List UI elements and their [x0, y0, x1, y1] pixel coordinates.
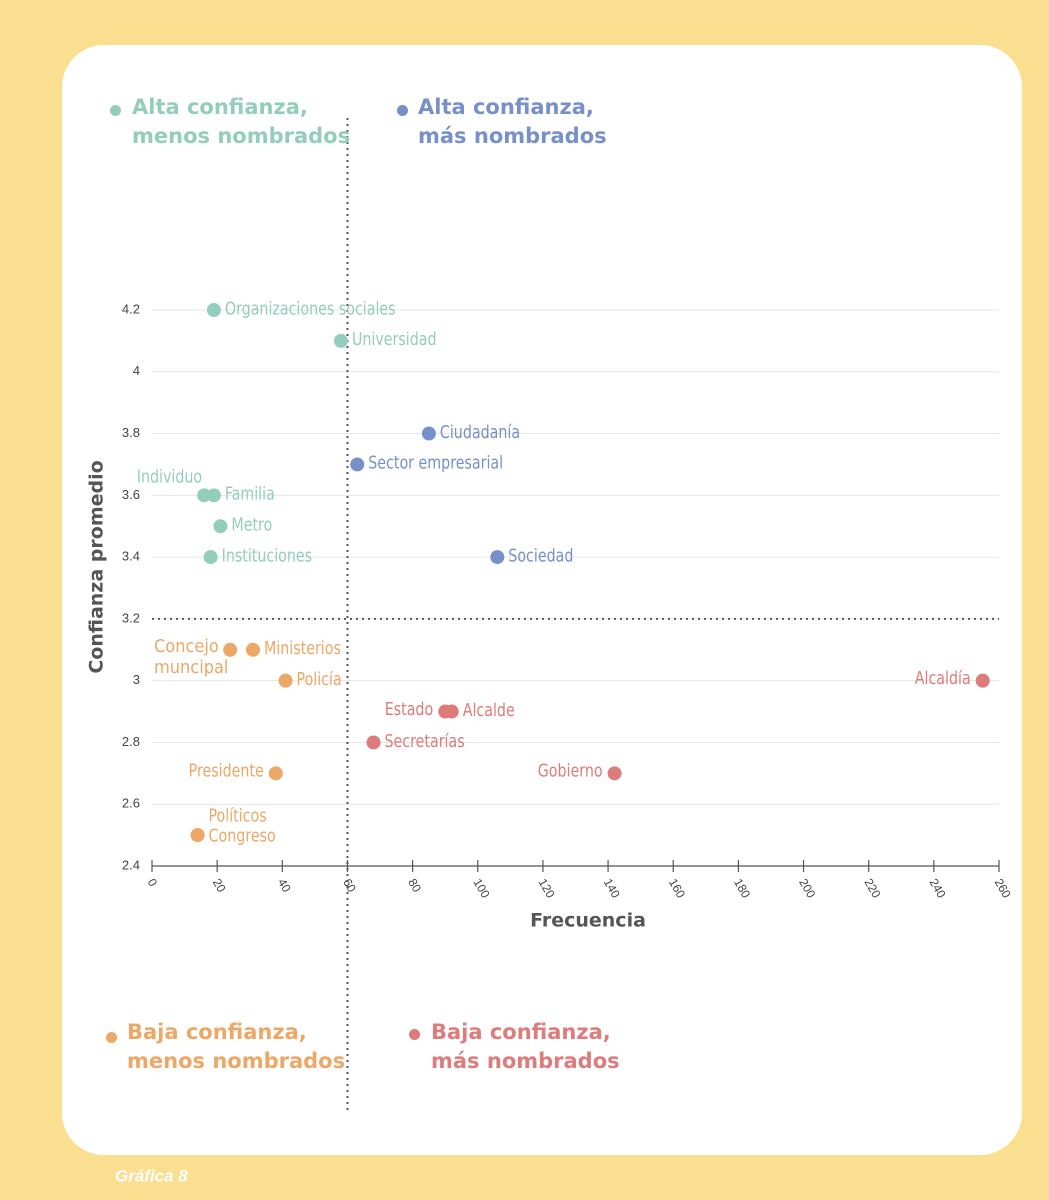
point — [206, 488, 221, 503]
point-label: Organizaciones sociales — [225, 297, 396, 318]
point — [190, 828, 205, 843]
point-label: Metro — [231, 514, 272, 535]
point — [444, 704, 459, 719]
x-tick-label: 60 — [340, 876, 359, 895]
quadrant-label: Alta confianza, más nombrados — [418, 95, 607, 148]
y-tick-label: 4 — [133, 363, 140, 378]
point-label: Secretarías — [385, 730, 465, 751]
legend-marker — [110, 105, 121, 116]
x-axis-title: Frecuencia — [530, 910, 646, 932]
legend-marker — [397, 105, 408, 116]
point — [607, 766, 622, 781]
point-label: Congreso — [209, 824, 276, 845]
legend-marker — [409, 1029, 420, 1040]
y-axis-title: Confianza promedio — [86, 460, 108, 673]
point — [366, 735, 381, 750]
point-label: Sector empresarial — [368, 452, 503, 473]
point-label: Alcalde — [463, 699, 515, 720]
quadrant-label: Baja confianza, menos nombrados — [127, 1020, 346, 1073]
point-label: Ciudadanía — [440, 421, 520, 442]
y-tick-label: 2.6 — [122, 796, 140, 811]
point-label: Familia — [225, 483, 275, 504]
x-tick-label: 40 — [275, 876, 294, 895]
point — [203, 550, 218, 565]
y-tick-label: 2.8 — [122, 734, 140, 749]
point — [490, 550, 505, 565]
point — [206, 303, 221, 317]
y-tick-label: 3.8 — [122, 425, 140, 440]
point — [197, 488, 212, 503]
x-tick-label: 80 — [405, 876, 424, 895]
point-label: Individuo — [137, 466, 202, 487]
point — [350, 457, 365, 472]
y-tick-label: 2.4 — [122, 857, 140, 872]
point-label: Ministerios — [264, 637, 341, 658]
point-label: Universidad — [352, 328, 437, 349]
y-tick-label: 4.2 — [122, 301, 140, 316]
footer: Gráfica 8 — [115, 1166, 188, 1185]
point-label: Gobierno — [538, 760, 603, 781]
point — [223, 642, 238, 657]
card — [62, 45, 1022, 1155]
point — [268, 766, 283, 781]
y-tick-label: 3.6 — [122, 487, 140, 502]
point — [278, 673, 293, 688]
point — [213, 519, 228, 534]
point — [245, 642, 260, 657]
legend-marker — [106, 1032, 117, 1043]
y-tick-label: 3.2 — [122, 610, 140, 625]
point-label: Estado — [385, 698, 433, 719]
point-label: Policía — [297, 668, 342, 689]
quadrant-label: Alta confianza, menos nombrados — [132, 95, 351, 148]
point — [975, 673, 990, 688]
x-tick-label: 20 — [210, 876, 229, 895]
point-label: Sociedad — [508, 544, 573, 565]
y-tick-label: 3 — [133, 672, 140, 687]
point-label: Políticos — [209, 804, 267, 825]
point-label: Instituciones — [222, 544, 313, 565]
point — [421, 426, 436, 441]
quadrant-label: Baja confianza, más nombrados — [431, 1020, 620, 1073]
point-label: Alcaldía — [915, 667, 971, 688]
point — [333, 333, 348, 348]
point-label: Presidente — [189, 760, 264, 781]
point-label: Concejo muncipal — [154, 636, 228, 678]
y-tick-label: 3.4 — [122, 549, 140, 564]
